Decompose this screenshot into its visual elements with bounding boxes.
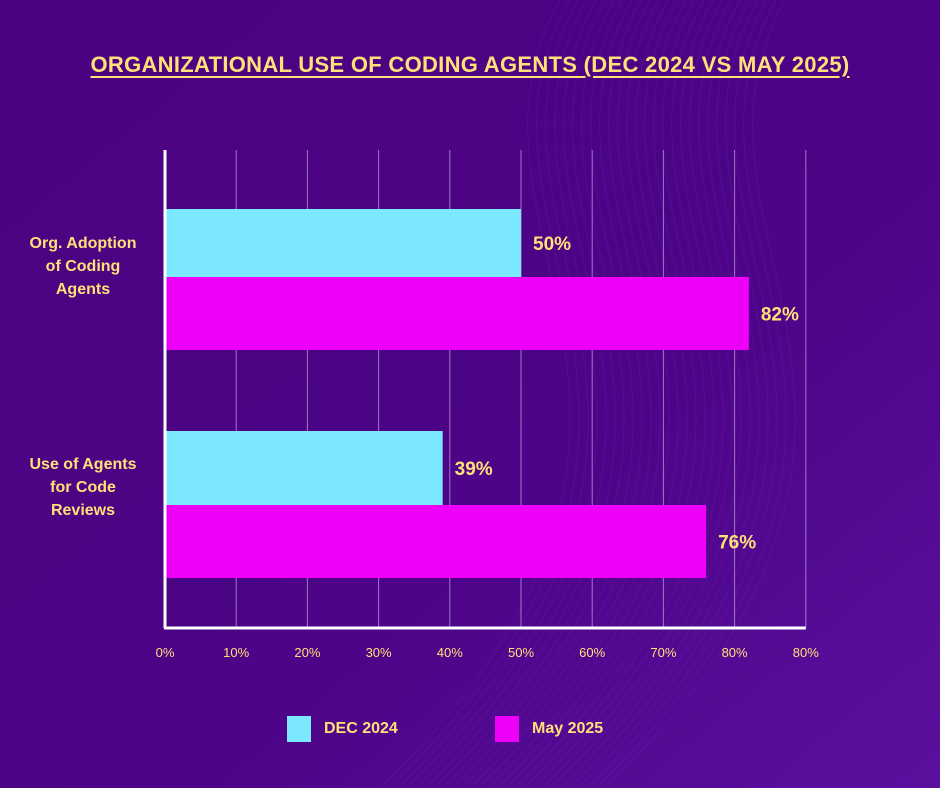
legend-item-dec-2024: DEC 2024: [287, 716, 398, 742]
data-label: 50%: [533, 234, 571, 255]
labels: 0% 10% 20% 30% 40% 50% 60% 70% 80% 80% 50% 39% 82% 76…: [30, 234, 820, 660]
legend-swatch-may-2025: [495, 716, 519, 742]
bars: [165, 209, 749, 578]
x-tick-label: 70%: [650, 645, 676, 660]
x-tick-label: 50%: [508, 645, 534, 660]
data-label: 76%: [718, 533, 756, 554]
x-tick-label: 80%: [722, 645, 748, 660]
x-tick-label: 20%: [294, 645, 320, 660]
data-label: 82%: [761, 305, 799, 326]
chart-title: ORGANIZATIONAL USE OF CODING AGENTS (DEC…: [90, 52, 850, 77]
category-label: Use of Agents for Code Reviews: [30, 456, 137, 519]
legend-swatch-dec-2024: [287, 716, 311, 742]
legend-label-dec-2024: DEC 2024: [324, 720, 398, 737]
x-tick-label: 30%: [366, 645, 392, 660]
axes: [163, 150, 806, 630]
bar-dec-2024: [165, 431, 443, 505]
data-label: 39%: [455, 459, 493, 480]
category-label: Org. Adoption of Coding Agents: [30, 235, 137, 298]
legend-item-may-2025: May 2025: [495, 716, 603, 742]
x-tick-label: 10%: [223, 645, 249, 660]
bar-may-2025: [165, 277, 749, 350]
x-tick-label: 60%: [579, 645, 605, 660]
bar-dec-2024: [165, 209, 521, 277]
x-tick-label: 80%: [793, 645, 819, 660]
x-tick-label: 40%: [437, 645, 463, 660]
legend-label-may-2025: May 2025: [532, 720, 604, 737]
bar-may-2025: [165, 505, 707, 578]
x-tick-label: 0%: [156, 645, 175, 660]
